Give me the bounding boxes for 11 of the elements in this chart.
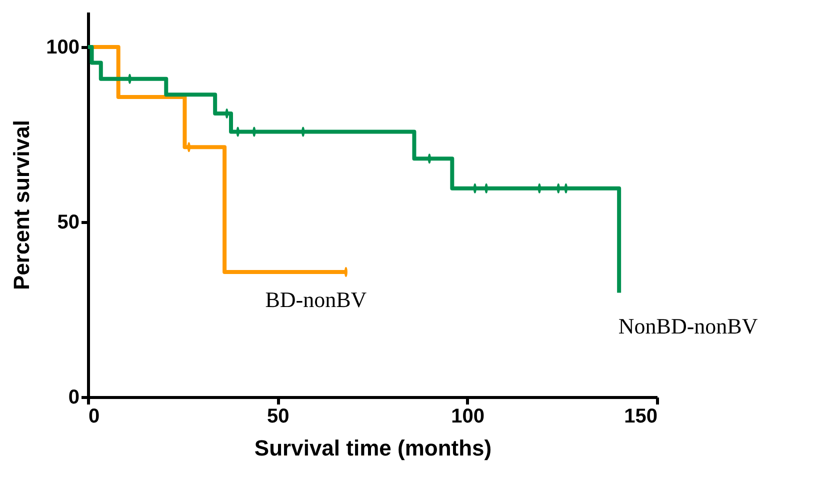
series-label: BD-nonBV (265, 287, 367, 312)
series-label: NonBD-nonBV (618, 314, 758, 339)
y-tick-label: 50 (57, 212, 80, 234)
y-tick-label: 0 (68, 386, 80, 408)
y-tick-label: 100 (46, 36, 80, 58)
x-tick-label: 150 (624, 406, 658, 428)
x-tick-label: 0 (88, 406, 100, 428)
x-tick-label: 50 (267, 406, 290, 428)
y-axis-title: Percent survival (9, 120, 34, 290)
x-tick-label: 100 (451, 406, 485, 428)
x-axis-title: Survival time (months) (254, 436, 492, 460)
